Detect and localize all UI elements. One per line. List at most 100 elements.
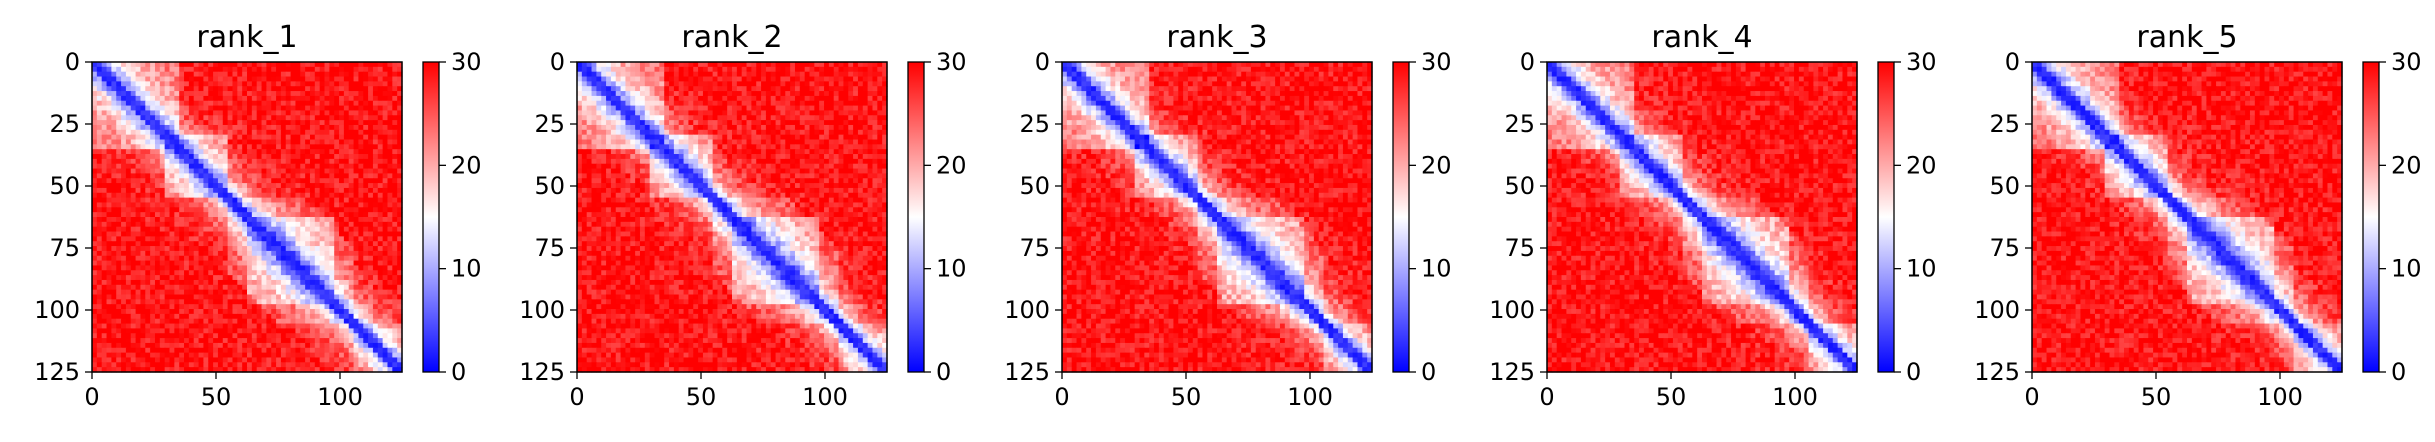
heatmap-cell xyxy=(218,178,223,183)
heatmap-cell xyxy=(242,115,247,120)
heatmap-cell xyxy=(276,309,281,314)
heatmap-cell xyxy=(354,319,359,324)
heatmap-cell xyxy=(286,86,291,91)
heatmap-cell xyxy=(329,324,334,329)
heatmap-cell xyxy=(305,285,310,290)
heatmap-cell xyxy=(194,178,199,183)
heatmap-cell xyxy=(97,290,102,295)
heatmap-cell xyxy=(232,144,237,149)
heatmap-cell xyxy=(174,91,179,96)
heatmap-cell xyxy=(140,236,145,241)
heatmap-cell xyxy=(354,144,359,149)
heatmap-cell xyxy=(291,309,296,314)
heatmap-cell xyxy=(732,101,737,106)
heatmap-cell xyxy=(150,348,155,353)
heatmap-cell xyxy=(373,222,378,227)
heatmap-cell xyxy=(295,67,300,72)
heatmap-cell xyxy=(121,91,126,96)
heatmap-cell xyxy=(606,77,611,82)
heatmap-cell xyxy=(810,115,815,120)
heatmap-cell xyxy=(776,115,781,120)
heatmap-cell xyxy=(320,217,325,222)
heatmap-cell xyxy=(295,285,300,290)
heatmap-cell xyxy=(334,91,339,96)
heatmap-cell xyxy=(383,101,388,106)
heatmap-cell xyxy=(363,246,368,251)
heatmap-cell xyxy=(310,295,315,300)
heatmap-cell xyxy=(645,67,650,72)
heatmap-cell xyxy=(140,362,145,367)
heatmap-cell xyxy=(785,77,790,82)
heatmap-cell xyxy=(228,333,233,338)
heatmap-cell xyxy=(378,183,383,188)
heatmap-cell xyxy=(131,178,136,183)
heatmap-cell xyxy=(713,101,718,106)
heatmap-cell xyxy=(363,77,368,82)
heatmap-cell xyxy=(126,265,131,270)
heatmap-cell xyxy=(232,212,237,217)
heatmap-cell xyxy=(160,110,165,115)
heatmap-cell xyxy=(291,62,296,67)
heatmap-cell xyxy=(107,285,112,290)
heatmap-cell xyxy=(795,91,800,96)
heatmap-cell xyxy=(276,265,281,270)
heatmap-cell xyxy=(664,62,669,67)
heatmap-cell xyxy=(257,232,262,237)
heatmap-cell xyxy=(121,188,126,193)
heatmap-cell xyxy=(262,343,267,348)
heatmap-cell xyxy=(756,81,761,86)
heatmap-cell xyxy=(174,72,179,77)
heatmap-cell xyxy=(320,270,325,275)
heatmap-cell xyxy=(116,188,121,193)
heatmap-cell xyxy=(102,101,107,106)
heatmap-cell xyxy=(179,348,184,353)
heatmap-cell xyxy=(257,343,262,348)
heatmap-cell xyxy=(107,328,112,333)
heatmap-cell xyxy=(281,178,286,183)
heatmap-cell xyxy=(189,275,194,280)
heatmap-cell xyxy=(247,149,252,154)
heatmap-cell xyxy=(107,207,112,212)
heatmap-cell xyxy=(373,106,378,111)
heatmap-cell xyxy=(387,193,392,198)
heatmap-cell xyxy=(194,149,199,154)
heatmap-cell xyxy=(92,77,97,82)
heatmap-cell xyxy=(281,357,286,362)
heatmap-cell xyxy=(368,101,373,106)
heatmap-cell xyxy=(349,207,354,212)
heatmap-cell xyxy=(349,362,354,367)
heatmap-cell xyxy=(286,72,291,77)
heatmap-cell xyxy=(295,183,300,188)
heatmap-cell xyxy=(286,149,291,154)
heatmap-cell xyxy=(305,72,310,77)
heatmap-cell xyxy=(232,72,237,77)
heatmap-cell xyxy=(281,106,286,111)
heatmap-cell xyxy=(751,120,756,125)
heatmap-cell xyxy=(732,96,737,101)
heatmap-cell xyxy=(223,265,228,270)
heatmap-cell xyxy=(203,299,208,304)
heatmap-cell xyxy=(378,328,383,333)
heatmap-cell xyxy=(116,96,121,101)
heatmap-cell xyxy=(140,188,145,193)
heatmap-cell xyxy=(810,120,815,125)
heatmap-cell xyxy=(160,91,165,96)
heatmap-cell xyxy=(184,270,189,275)
heatmap-cell xyxy=(242,183,247,188)
heatmap-cell xyxy=(698,77,703,82)
heatmap-cell xyxy=(136,343,141,348)
heatmap-cell xyxy=(92,159,97,164)
heatmap-cell xyxy=(281,261,286,266)
heatmap-cell xyxy=(121,270,126,275)
heatmap-cell xyxy=(354,169,359,174)
heatmap-cell xyxy=(325,227,330,232)
heatmap-cell xyxy=(305,207,310,212)
heatmap-cell xyxy=(155,343,160,348)
heatmap-cell xyxy=(834,67,839,72)
heatmap-cell xyxy=(155,149,160,154)
heatmap-cell xyxy=(373,348,378,353)
heatmap-cell xyxy=(295,62,300,67)
heatmap-cell xyxy=(252,140,257,145)
heatmap-cell xyxy=(213,67,218,72)
heatmap-cell xyxy=(281,120,286,125)
